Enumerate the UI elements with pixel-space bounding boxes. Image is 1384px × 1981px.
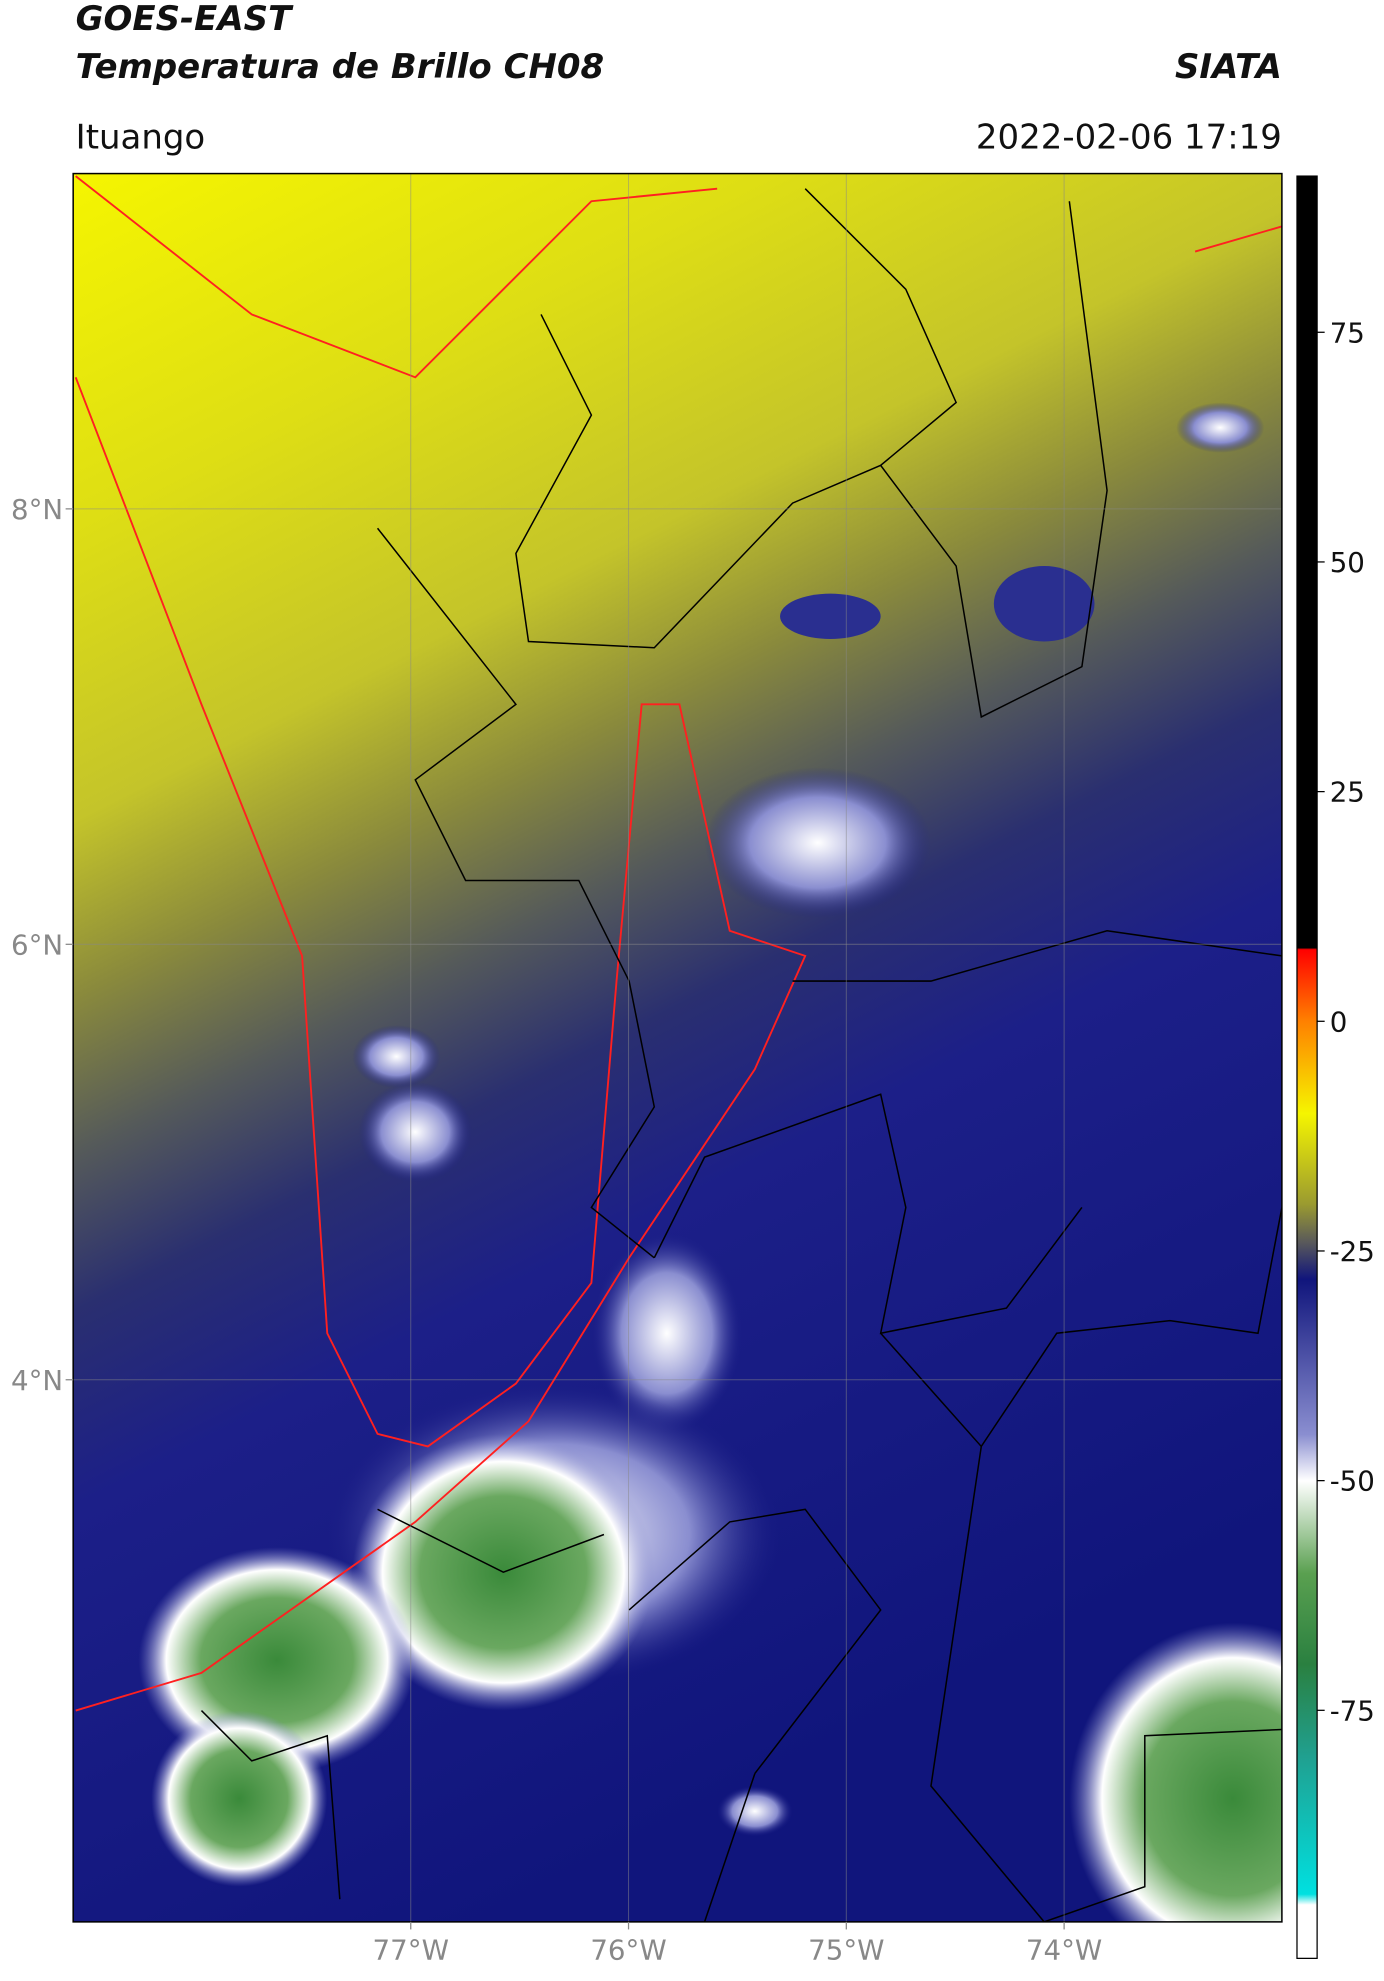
title-line1: GOES-EAST	[76, 0, 294, 39]
colorbar-tick-label: 75	[1330, 316, 1365, 349]
brand: SIATA	[1175, 47, 1282, 87]
colorbar-tick-label: -50	[1330, 1465, 1375, 1498]
colorbar-tick-label: -25	[1330, 1235, 1375, 1268]
datetime: 2022-02-06 17:19	[976, 117, 1282, 157]
title-line2: Temperatura de Brillo CH08	[76, 47, 604, 87]
x-tick-label: 74°W	[1026, 1934, 1102, 1967]
location: Ituango	[76, 117, 206, 157]
colorbar	[1296, 175, 1318, 1959]
y-tick-label: 8°N	[11, 493, 63, 526]
x-tick-label: 75°W	[808, 1934, 884, 1967]
colorbar-tick-label: 0	[1330, 1005, 1348, 1038]
colorbar-tick-label: -75	[1330, 1694, 1375, 1727]
map-image	[73, 173, 1282, 1922]
grid	[73, 173, 1282, 1922]
y-tick-label: 6°N	[11, 928, 63, 961]
map-frame	[72, 172, 1283, 1923]
x-tick-label: 76°W	[590, 1934, 666, 1967]
x-tick-label: 77°W	[373, 1934, 449, 1967]
colorbar-tick-label: 25	[1330, 776, 1365, 809]
y-tick-label: 4°N	[11, 1364, 63, 1397]
colorbar-tick-label: 50	[1330, 546, 1365, 579]
